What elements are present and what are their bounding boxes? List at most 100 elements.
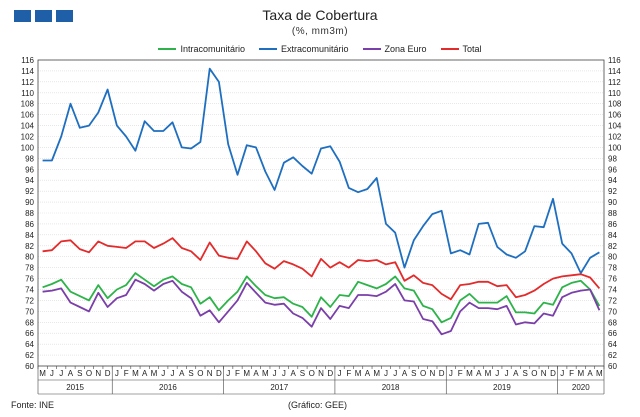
y-tick-label-left: 76 (25, 275, 34, 284)
x-month-label: M (151, 369, 158, 378)
y-tick-label-right: 60 (608, 362, 617, 371)
x-year-label: 2017 (270, 383, 288, 392)
x-month-label: D (550, 369, 556, 378)
credit-note: (Gráfico: GEE) (288, 400, 348, 410)
y-tick-label-right: 112 (608, 78, 621, 87)
x-year-label: 2018 (382, 383, 400, 392)
y-tick-label-right: 64 (608, 340, 617, 349)
y-tick-label-right: 82 (608, 242, 617, 251)
legend-item-total: Total (440, 44, 482, 54)
legend-item-intracomunitario: Intracomunitário (158, 44, 245, 54)
x-month-label: S (77, 369, 82, 378)
y-tick-label-left: 94 (25, 176, 34, 185)
y-tick-label-right: 106 (608, 111, 622, 120)
x-month-label: S (411, 369, 416, 378)
y-tick-label-left: 108 (21, 100, 35, 109)
x-month-label: F (124, 369, 129, 378)
y-tick-label-right: 68 (608, 318, 617, 327)
y-tick-label-right: 86 (608, 220, 617, 229)
y-tick-label-right: 92 (608, 187, 617, 196)
x-month-label: J (449, 369, 453, 378)
x-month-label: O (420, 369, 426, 378)
x-year-label: 2019 (493, 383, 511, 392)
logo-block (56, 10, 73, 22)
x-month-label: D (105, 369, 111, 378)
x-year-label: 2020 (572, 383, 590, 392)
y-tick-label-left: 114 (21, 67, 34, 76)
y-tick-label-right: 90 (608, 198, 617, 207)
x-month-label: D (216, 369, 222, 378)
series-line-zona-euro (42, 278, 601, 336)
plot-frame (37, 59, 605, 367)
legend-swatch-total (440, 48, 459, 50)
x-year-label: 2016 (159, 383, 177, 392)
legend-label-extracomunitario: Extracomunitário (280, 44, 349, 54)
x-month-label: A (513, 369, 519, 378)
y-tick-label-left: 106 (21, 111, 35, 120)
x-month-label: J (495, 369, 499, 378)
y-tick-label-right: 110 (608, 89, 621, 98)
x-month-label: S (522, 369, 527, 378)
x-month-label: O (531, 369, 537, 378)
x-month-label: N (207, 369, 213, 378)
x-month-label: N (541, 369, 547, 378)
series-line-intracomunitario (42, 272, 601, 324)
y-tick-label-left: 96 (25, 165, 34, 174)
y-tick-label-left: 60 (25, 362, 34, 371)
y-tick-label-left: 100 (21, 143, 35, 152)
y-tick-label-left: 88 (25, 209, 34, 218)
x-month-label: J (59, 369, 63, 378)
x-month-label: M (596, 369, 603, 378)
series-line-total (42, 237, 601, 301)
x-month-label: M (355, 369, 362, 378)
x-month-label: F (235, 369, 240, 378)
y-tick-label-left: 66 (25, 329, 34, 338)
y-tick-label-right: 72 (608, 296, 617, 305)
y-tick-label-left: 84 (25, 231, 34, 240)
x-month-label: A (179, 369, 185, 378)
x-month-label: A (253, 369, 259, 378)
x-month-label: J (226, 369, 230, 378)
y-tick-label-left: 86 (25, 220, 34, 229)
x-month-label: D (327, 369, 333, 378)
x-month-label: N (318, 369, 324, 378)
y-tick-label-right: 70 (608, 307, 617, 316)
y-tick-label-left: 104 (21, 122, 35, 131)
y-tick-label-right: 80 (608, 253, 617, 262)
x-month-label: J (505, 369, 509, 378)
y-tick-label-right: 114 (608, 67, 621, 76)
x-month-label: A (142, 369, 148, 378)
x-year-label: 2015 (66, 383, 84, 392)
legend-item-zona-euro: Zona Euro (362, 44, 427, 54)
y-tick-label-left: 82 (25, 242, 34, 251)
legend-label-intracomunitario: Intracomunitário (180, 44, 245, 54)
y-tick-label-left: 68 (25, 318, 34, 327)
y-tick-label-right: 100 (608, 143, 622, 152)
gee-logo (14, 10, 73, 22)
y-tick-label-left: 98 (25, 154, 34, 163)
x-month-label: J (384, 369, 388, 378)
y-tick-label-left: 92 (25, 187, 34, 196)
x-month-label: M (132, 369, 139, 378)
series-line-extracomunitario (42, 67, 600, 275)
x-month-label: F (346, 369, 351, 378)
chart-title: Taxa de Cobertura (262, 7, 378, 23)
y-tick-label-right: 78 (608, 264, 617, 273)
y-tick-label-right: 108 (608, 100, 622, 109)
x-month-label: J (161, 369, 165, 378)
x-month-label: M (373, 369, 380, 378)
y-tick-label-right: 66 (608, 329, 617, 338)
y-tick-label-right: 76 (608, 275, 617, 284)
x-month-label: M (39, 369, 46, 378)
y-tick-label-right: 98 (608, 154, 617, 163)
y-tick-label-left: 70 (25, 307, 34, 316)
x-month-label: M (577, 369, 584, 378)
y-tick-label-right: 104 (608, 122, 622, 131)
x-month-label: J (560, 369, 564, 378)
x-month-label: D (439, 369, 445, 378)
chart-subtitle: (%, mm3m) (291, 26, 349, 37)
legend-item-extracomunitario: Extracomunitário (258, 44, 349, 54)
logo-block (35, 10, 52, 22)
legend-swatch-zona-euro (362, 48, 381, 50)
